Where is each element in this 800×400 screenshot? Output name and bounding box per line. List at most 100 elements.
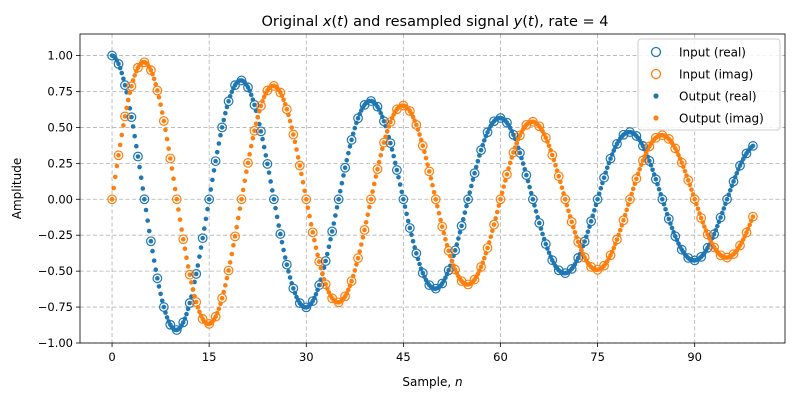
input-point <box>417 140 428 151</box>
output-point <box>269 188 275 193</box>
output-point <box>182 246 188 252</box>
output-point <box>392 160 398 166</box>
output-point <box>127 90 133 96</box>
output-point <box>750 143 756 149</box>
output-point <box>715 223 720 229</box>
input-point <box>275 229 286 239</box>
input-point <box>715 212 726 223</box>
output-point <box>344 158 350 163</box>
output-point <box>223 110 228 116</box>
output-point <box>295 155 301 160</box>
output-point <box>281 97 286 103</box>
output-point <box>367 204 372 210</box>
output-point <box>334 205 340 210</box>
input-point <box>178 234 189 245</box>
input-point <box>320 256 331 266</box>
input-point <box>586 216 597 227</box>
output-point <box>592 208 597 213</box>
input-point <box>333 194 344 205</box>
input-point <box>735 160 745 171</box>
input-point <box>605 250 616 261</box>
output-point <box>627 196 633 202</box>
input-point <box>398 100 409 111</box>
output-point <box>206 196 212 202</box>
output-point <box>617 227 623 233</box>
output-point <box>156 284 162 289</box>
output-point <box>731 179 736 184</box>
output-point <box>473 164 479 170</box>
output-point <box>210 177 215 183</box>
output-point <box>281 247 286 253</box>
input-point <box>314 256 325 267</box>
output-point <box>630 186 636 192</box>
output-point <box>507 160 513 166</box>
output-point <box>425 162 430 167</box>
output-point <box>305 205 311 211</box>
output-point <box>663 206 668 212</box>
output-point <box>117 142 123 148</box>
output-point <box>634 176 639 182</box>
input-point <box>683 175 694 186</box>
input-point <box>236 194 247 205</box>
output-point <box>378 110 384 116</box>
output-point <box>422 149 427 155</box>
input-point <box>566 217 577 227</box>
output-point <box>647 158 652 164</box>
output-point <box>459 223 464 229</box>
output-point <box>501 184 507 189</box>
input-point <box>223 265 234 276</box>
output-point <box>184 311 189 317</box>
output-point <box>331 221 337 226</box>
output-point <box>129 114 134 120</box>
output-point <box>420 270 426 276</box>
output-point <box>695 206 701 212</box>
output-point <box>266 170 272 175</box>
output-point <box>527 184 532 190</box>
output-point <box>653 176 659 182</box>
output-point <box>132 73 138 78</box>
input-point <box>443 265 454 276</box>
input-point <box>236 75 247 86</box>
input-point <box>650 174 661 185</box>
output-point <box>572 230 578 235</box>
output-point <box>355 115 361 121</box>
input-point <box>346 276 357 286</box>
input-point <box>482 243 493 253</box>
output-point <box>460 217 466 222</box>
output-point <box>121 123 126 128</box>
output-point <box>224 275 230 281</box>
y-tick-label: −0.50 <box>38 264 73 278</box>
series-input-imag <box>107 57 758 329</box>
output-point <box>205 206 210 212</box>
output-point <box>129 83 134 89</box>
output-point <box>656 186 662 192</box>
output-point <box>650 167 655 173</box>
input-point <box>346 134 357 145</box>
output-point <box>380 146 385 152</box>
input-point <box>625 194 635 205</box>
input-point <box>586 262 597 272</box>
legend-marker-input-imag <box>650 68 662 80</box>
output-point <box>608 156 613 161</box>
output-point <box>284 262 290 267</box>
x-tick-label: 75 <box>590 350 605 364</box>
output-point <box>310 230 316 235</box>
legend-label-output-real: Output (real) <box>679 90 757 104</box>
input-point <box>333 297 344 308</box>
output-point <box>189 280 194 285</box>
output-point <box>475 158 481 164</box>
input-point <box>307 227 318 238</box>
output-point <box>226 98 231 104</box>
output-point <box>235 215 241 221</box>
legend-label-input-real: Input (real) <box>679 46 746 60</box>
output-point <box>381 140 387 145</box>
output-point <box>533 209 539 214</box>
output-point <box>219 125 225 130</box>
input-point <box>728 176 739 187</box>
input-point <box>605 153 616 164</box>
output-point <box>349 278 354 284</box>
output-point <box>231 243 236 248</box>
input-point <box>644 155 655 166</box>
output-point <box>350 131 356 137</box>
output-point <box>481 138 487 143</box>
